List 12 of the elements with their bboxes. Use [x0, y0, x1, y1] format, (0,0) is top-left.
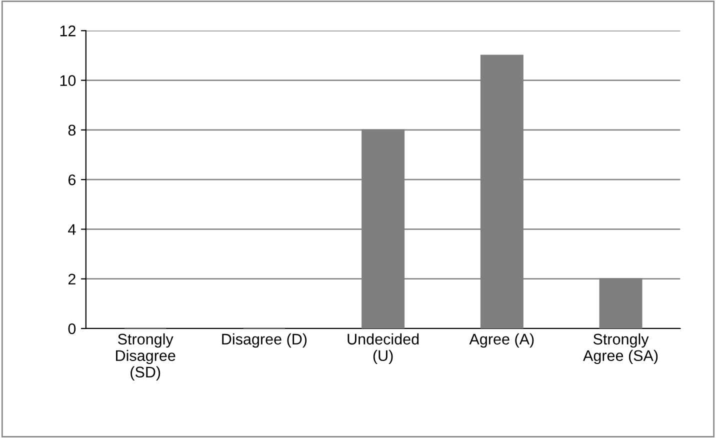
y-tick-label: 8: [68, 124, 76, 136]
y-tick-label: 12: [60, 26, 76, 36]
y-tick-label: 4: [68, 224, 76, 235]
y-tick-label: 2: [68, 274, 76, 284]
y-tick-label: 6: [68, 174, 76, 186]
x-tick-label: Disagree (D): [222, 333, 307, 348]
x-tick-label: Undecided (U): [348, 333, 419, 364]
x-tick-label: Strongly Agree (SA): [583, 333, 658, 364]
x-tick-label: Strongly Disagree (SD): [116, 333, 176, 381]
y-tick-label: 0: [68, 323, 76, 334]
x-tick-label: Agree (A): [469, 333, 534, 348]
y-tick-label: 10: [60, 75, 76, 86]
